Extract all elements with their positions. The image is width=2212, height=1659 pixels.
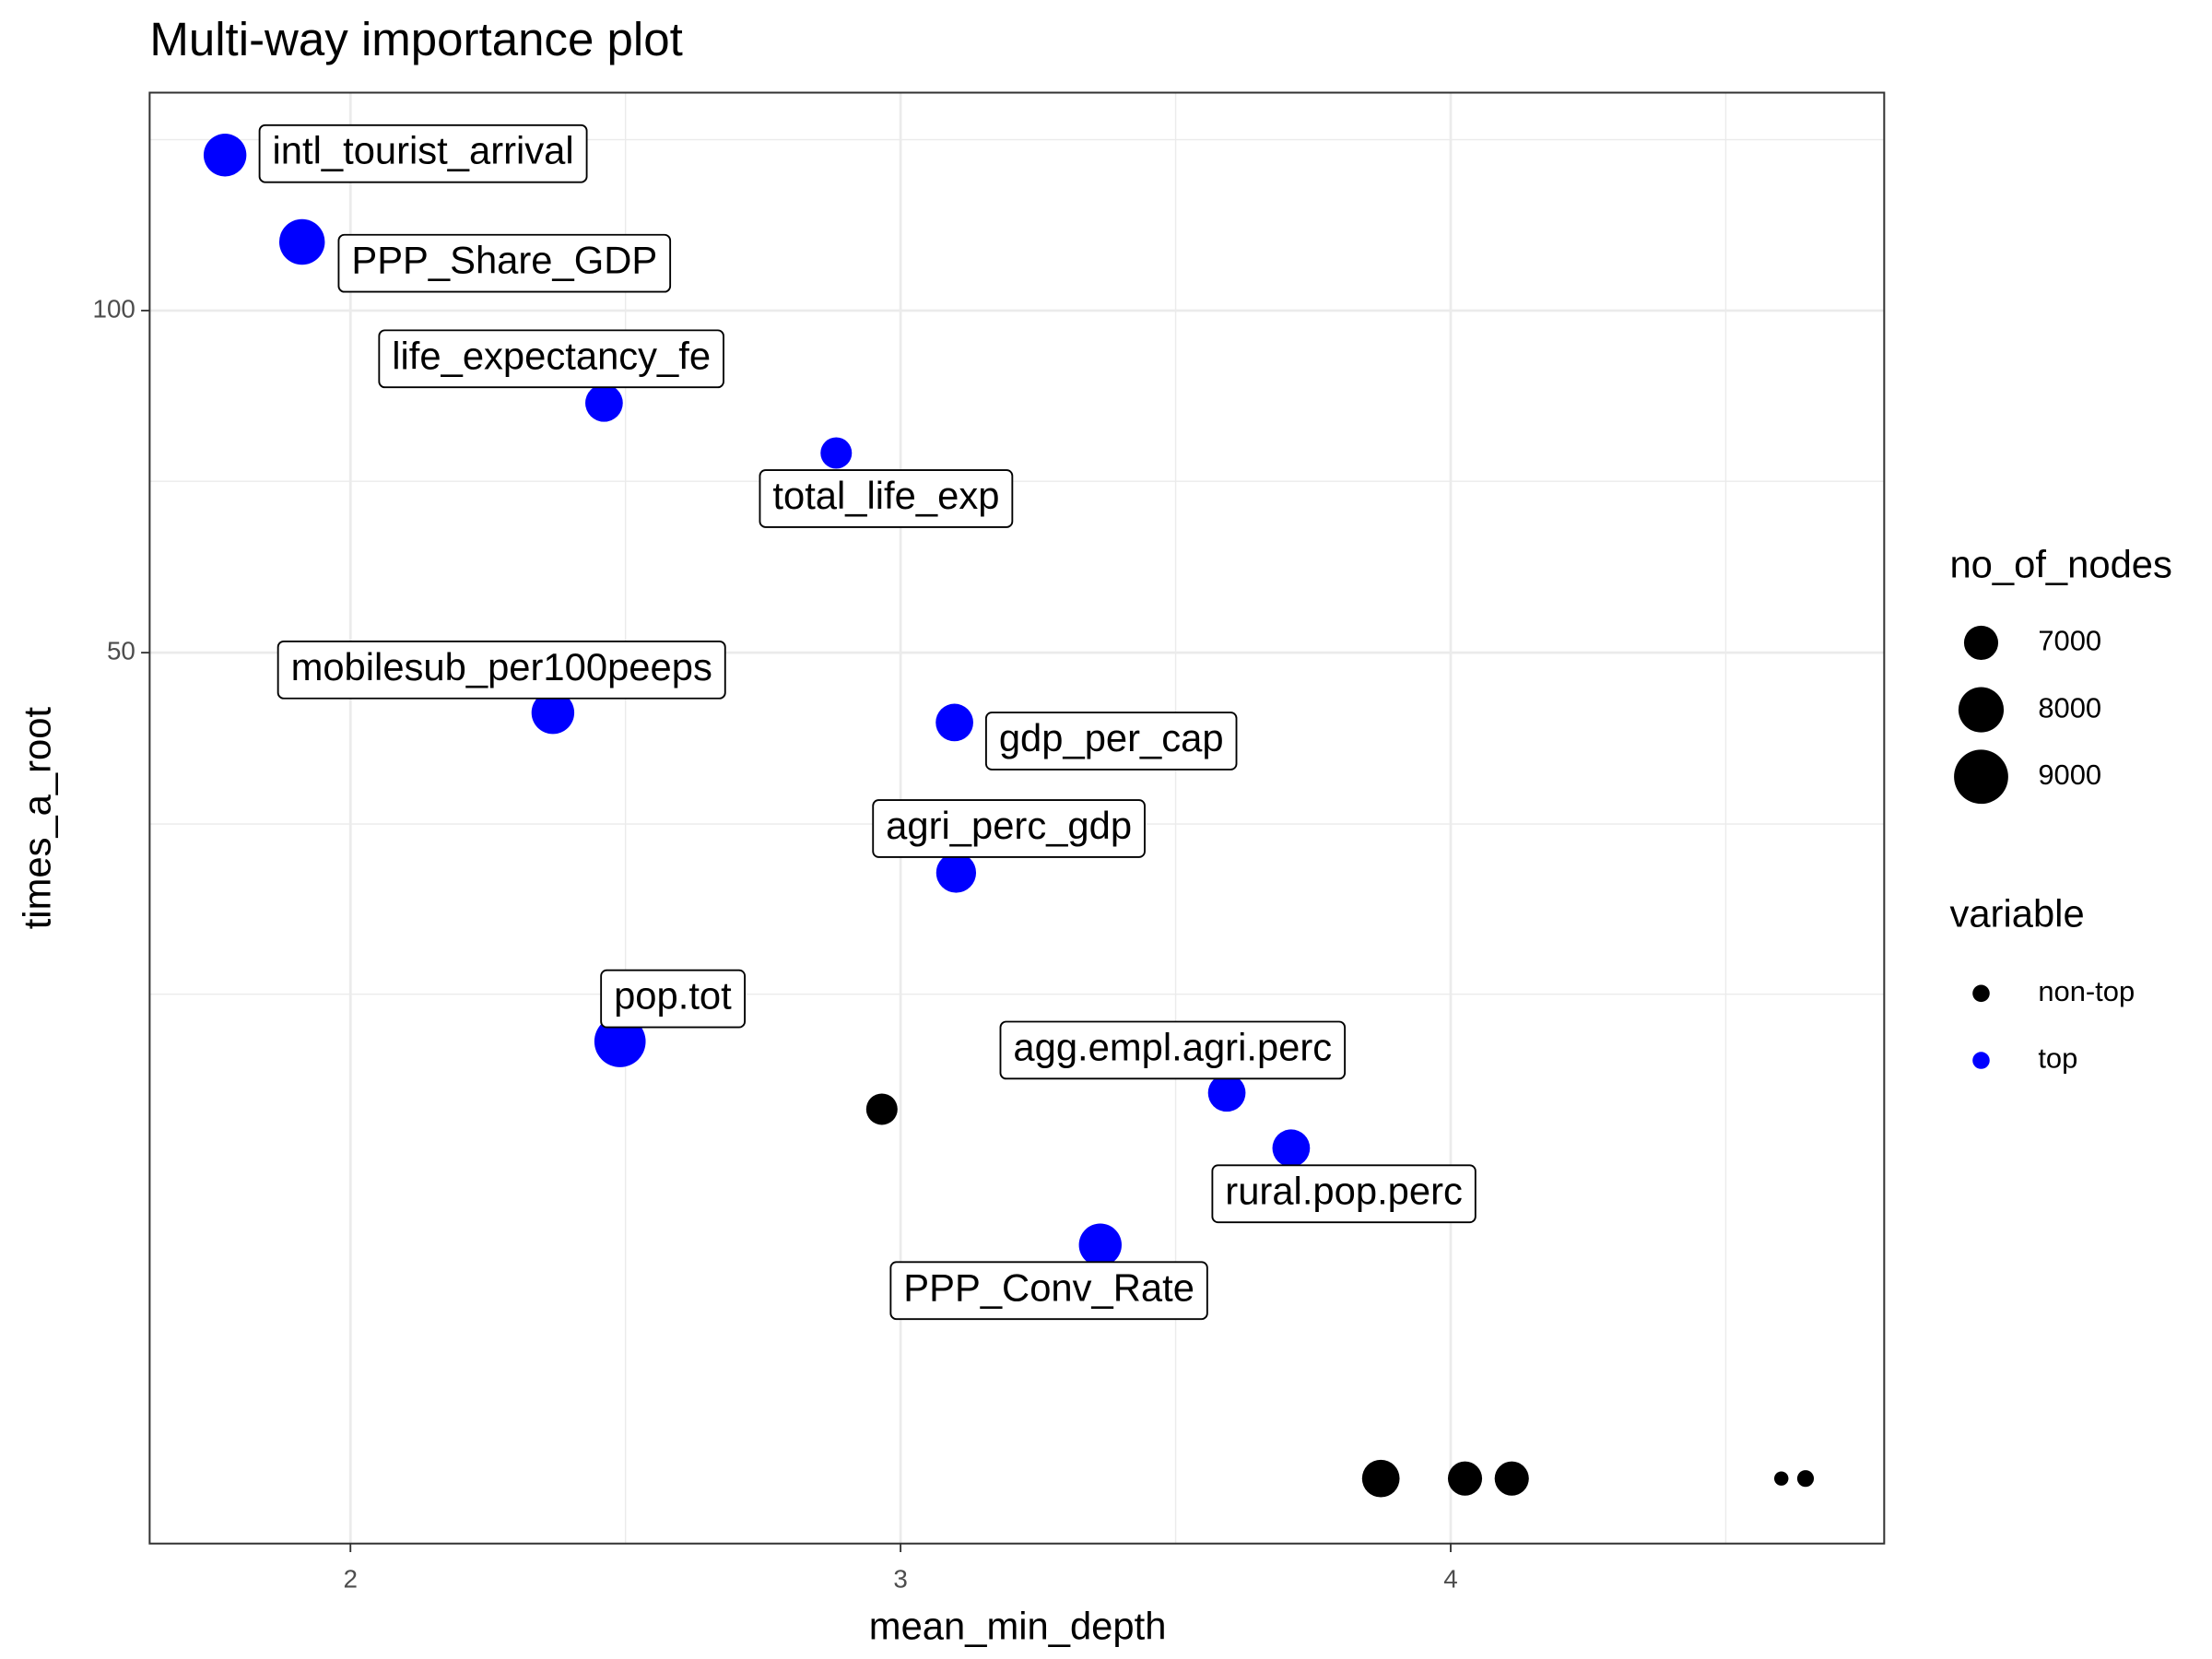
label-box <box>337 233 672 293</box>
x-tick-label: 3 <box>893 1564 907 1593</box>
point <box>531 691 575 735</box>
point <box>820 437 853 469</box>
point <box>1494 1461 1529 1496</box>
label-box <box>600 969 746 1029</box>
legend-size-key <box>1954 749 2008 805</box>
point-label: total_life_exp <box>772 474 999 517</box>
x-axis-title: mean_min_depth <box>869 1605 1167 1648</box>
point <box>278 218 325 265</box>
label-box <box>889 1261 1208 1321</box>
point-label: rural.pop.perc <box>1225 1169 1463 1212</box>
x-tick-label: 4 <box>1443 1564 1457 1593</box>
point <box>865 1093 898 1125</box>
point <box>594 1016 646 1067</box>
label-box <box>759 469 1014 528</box>
legend-size-label: 8000 <box>2038 691 2101 724</box>
point <box>1773 1471 1789 1486</box>
point <box>1447 1461 1483 1496</box>
legend-size-key <box>1958 687 2005 733</box>
point <box>1796 1470 1815 1488</box>
point-label: PPP_Conv_Rate <box>903 1265 1194 1309</box>
chart-title: Multi-way importance plot <box>149 13 682 65</box>
point <box>935 853 977 893</box>
y-tick-label: 50 <box>107 636 135 665</box>
point-label: PPP_Share_GDP <box>351 239 657 282</box>
label-box <box>1211 1164 1477 1224</box>
label-box <box>276 640 726 700</box>
legend-size-key <box>1963 625 1999 660</box>
label-box <box>258 124 588 183</box>
y-axis-title: times_a_root <box>15 707 58 930</box>
legend-size-label: 9000 <box>2038 759 2101 791</box>
color-legend-title: variable <box>1949 891 2084 935</box>
x-tick-label: 2 <box>343 1564 357 1593</box>
point-label: gdp_per_cap <box>999 716 1224 759</box>
y-tick-label: 100 <box>92 294 135 323</box>
point-label: agri_perc_gdp <box>886 804 1132 847</box>
point-label: life_expectancy_fe <box>392 334 711 377</box>
point <box>1078 1223 1122 1266</box>
point-label: pop.tot <box>614 974 732 1018</box>
point-label: agg.empl.agri.perc <box>1013 1025 1332 1068</box>
label-box <box>378 329 724 389</box>
point <box>203 134 247 177</box>
label-box <box>984 712 1238 771</box>
panel-border <box>148 91 1886 1545</box>
point-label: intl_tourist_arrival <box>273 129 574 172</box>
legend-size-label: 7000 <box>2038 625 2101 657</box>
legend-color-key <box>1972 984 1990 1003</box>
point <box>935 703 973 742</box>
legend-color-key <box>1972 1052 1990 1069</box>
point <box>1361 1459 1400 1498</box>
legend-color-label: top <box>2038 1042 2077 1075</box>
point <box>585 383 623 422</box>
point <box>1272 1129 1311 1168</box>
point-label: mobilesub_per100peeps <box>291 645 712 688</box>
size-legend-title: no_of_nodes <box>1949 542 2171 585</box>
legend-color-label: non-top <box>2038 975 2135 1007</box>
label-box <box>872 799 1146 858</box>
point <box>1207 1074 1246 1112</box>
label-box <box>999 1020 1347 1080</box>
